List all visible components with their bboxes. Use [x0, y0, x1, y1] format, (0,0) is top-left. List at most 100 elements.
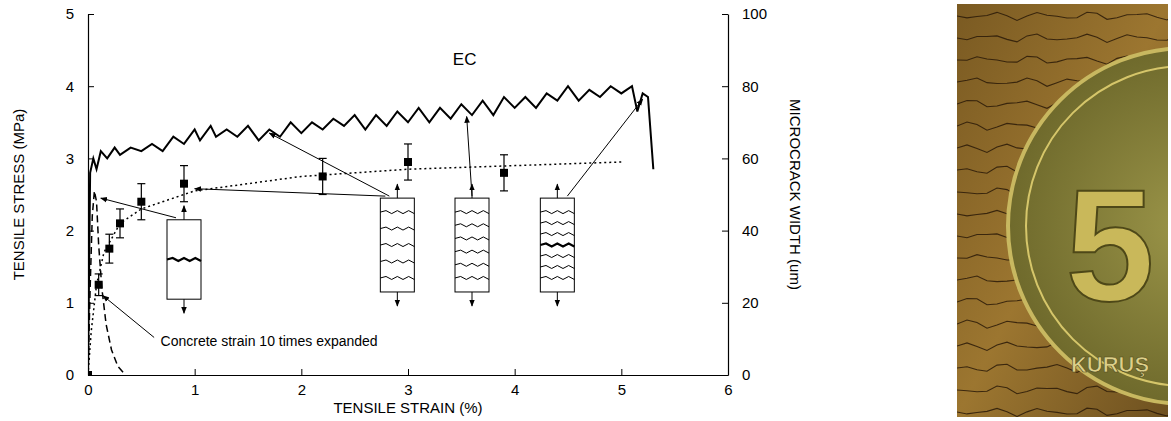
crack-sketch [540, 233, 574, 236]
tick: 5 [618, 369, 626, 398]
tick: 5 [66, 5, 94, 22]
tick: 2 [298, 369, 306, 398]
tick-label: 6 [724, 381, 732, 398]
tick: 3 [66, 150, 94, 167]
tick-label: 2 [66, 222, 74, 239]
coin-text: KURUŞ [1071, 352, 1149, 377]
annotation: Concrete strain 10 times expanded [161, 333, 378, 349]
tick-label: 20 [742, 294, 759, 311]
specimen [540, 184, 574, 306]
error-cap [404, 143, 412, 144]
axis-line [728, 15, 729, 376]
tick-mark [301, 369, 302, 375]
crack-sketch [455, 250, 489, 253]
y2-axis: 0 20 40 60 80 100 [722, 5, 767, 383]
tick-label: 4 [511, 381, 519, 398]
tick-mark [515, 369, 516, 375]
point [105, 245, 113, 253]
point [180, 180, 188, 188]
tick-mark [722, 158, 728, 159]
load-arrow [397, 292, 398, 306]
x-axis: 0123456 [84, 369, 732, 398]
crack [957, 12, 1168, 20]
crack-sketch [455, 211, 489, 214]
tick-mark [722, 231, 728, 232]
tick: 0 [722, 366, 750, 383]
specimen [380, 184, 414, 306]
crack-sketch [455, 237, 489, 240]
tick-label: 40 [742, 222, 759, 239]
crack-sketch [167, 258, 201, 261]
specimen [455, 184, 489, 306]
specimen [167, 206, 201, 313]
crack-sketch [540, 276, 574, 279]
pointer-arrow [103, 296, 154, 338]
tick-mark [195, 369, 196, 375]
tick-mark [408, 369, 409, 375]
series-line [88, 191, 125, 375]
series-line [88, 86, 653, 375]
tick: 4 [66, 78, 94, 95]
specimen-body [380, 198, 414, 292]
pointer-arrow [101, 198, 176, 218]
error-bar [137, 184, 145, 220]
error-cap [500, 154, 508, 155]
crack [957, 34, 1168, 42]
tick-mark [722, 303, 728, 304]
error-cap [116, 237, 124, 238]
error-bar [180, 166, 188, 202]
crack-sketch [540, 222, 574, 225]
coin-rim [1026, 66, 1168, 386]
pointer-arrow [567, 99, 642, 196]
tick: 100 [722, 5, 767, 22]
tick-mark [722, 86, 728, 87]
crack-sketch [540, 244, 574, 247]
series-line [88, 162, 621, 375]
tick-label: 5 [618, 381, 626, 398]
crack-sketch [455, 224, 489, 227]
error-bar [116, 209, 124, 238]
tick-mark [88, 14, 94, 15]
tick-label: 100 [742, 5, 767, 22]
error-bar [105, 234, 113, 263]
crack-sketch [455, 263, 489, 266]
crack-sketch [380, 227, 414, 230]
tick-label: 60 [742, 150, 759, 167]
pointer-arrow [467, 117, 472, 197]
tick: 60 [722, 150, 759, 167]
pointer-arrow [195, 189, 386, 196]
load-arrow [184, 299, 185, 313]
tick: 3 [404, 369, 412, 398]
error-bar [500, 155, 508, 191]
crack-sketch [455, 276, 489, 279]
point [404, 158, 412, 166]
error-bar [319, 158, 327, 194]
crack-sketch [540, 211, 574, 214]
crack [957, 408, 1168, 416]
tick-mark [621, 369, 622, 375]
tick-mark [722, 375, 728, 376]
crack-sketch [380, 276, 414, 279]
pointer-arrow [269, 133, 389, 196]
tick: 40 [722, 222, 759, 239]
point [500, 169, 508, 177]
x-axis-title: TENSILE STRAIN (%) [333, 399, 482, 416]
specimen-body [540, 198, 574, 292]
error-cap [116, 208, 124, 209]
coin [1008, 48, 1168, 404]
y-axis-title: TENSILE STRESS (MPa) [10, 109, 27, 281]
crack-sketch [380, 244, 414, 247]
error-cap [180, 201, 188, 202]
series-label: EC [453, 50, 477, 69]
crack-sketch [540, 255, 574, 258]
error-cap [319, 158, 327, 159]
load-arrow [557, 292, 558, 306]
tick: 4 [511, 369, 519, 398]
error-cap [105, 262, 113, 263]
tick-label: 0 [66, 366, 74, 383]
photo-panel [957, 4, 1168, 417]
tick-label: 1 [191, 381, 199, 398]
load-arrow [397, 184, 398, 198]
specimen-body [167, 220, 201, 299]
tick: 80 [722, 78, 759, 95]
